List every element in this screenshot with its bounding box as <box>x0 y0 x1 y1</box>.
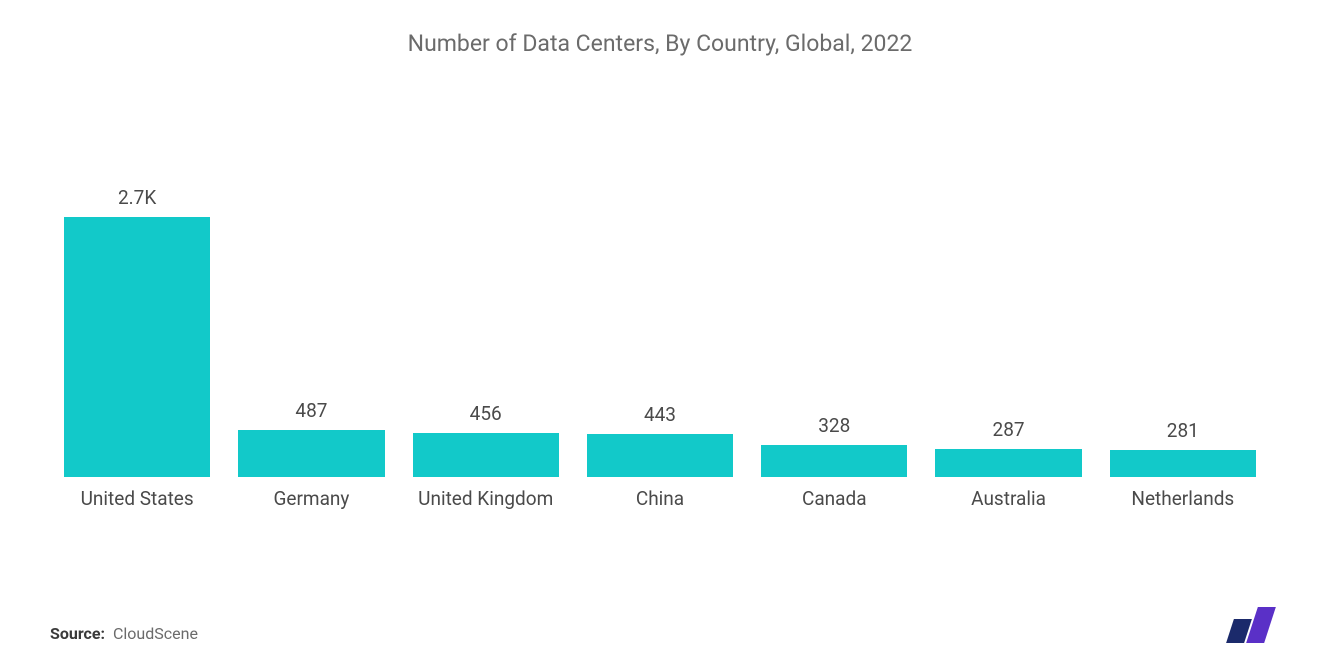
bar-category-label: United Kingdom <box>418 487 553 535</box>
chart-plot-area: 2.7K United States 487 Germany 456 United Kin… <box>40 97 1280 535</box>
bar-value-label: 281 <box>1167 419 1199 442</box>
bar <box>64 217 210 477</box>
bar-category-label: United States <box>81 487 194 535</box>
footer: Source: CloudScene <box>50 607 1280 643</box>
bar-value-label: 328 <box>818 414 850 437</box>
chart-title: Number of Data Centers, By Country, Glob… <box>40 30 1280 57</box>
source-prefix: Source: <box>50 624 105 643</box>
bar-column: 487 Germany <box>238 399 384 535</box>
bar-column: 281 Netherlands <box>1110 419 1256 535</box>
bar-column: 2.7K United States <box>64 186 210 535</box>
bar-column: 328 Canada <box>761 414 907 535</box>
bar <box>238 430 384 477</box>
bar-category-label: Canada <box>802 487 867 535</box>
bar-category-label: China <box>636 487 684 535</box>
bar <box>761 445 907 477</box>
bar <box>935 449 1081 477</box>
bar-column: 443 China <box>587 403 733 535</box>
chart-container: Number of Data Centers, By Country, Glob… <box>0 0 1320 665</box>
bar-category-label: Netherlands <box>1131 487 1234 535</box>
source-name: CloudScene <box>113 624 198 643</box>
bar-value-label: 487 <box>295 399 327 422</box>
bar-value-label: 443 <box>644 403 676 426</box>
bar <box>413 433 559 477</box>
bar-value-label: 287 <box>993 418 1025 441</box>
bar-value-label: 2.7K <box>118 186 156 209</box>
bar <box>1110 450 1256 477</box>
bar-category-label: Germany <box>273 487 349 535</box>
logo-bar-2 <box>1246 607 1276 643</box>
brand-logo-icon <box>1222 607 1280 643</box>
bar-column: 287 Australia <box>935 418 1081 535</box>
bar-category-label: Australia <box>971 487 1046 535</box>
bar <box>587 434 733 477</box>
bar-value-label: 456 <box>470 402 502 425</box>
source-attribution: Source: CloudScene <box>50 624 198 643</box>
bar-column: 456 United Kingdom <box>413 402 559 535</box>
